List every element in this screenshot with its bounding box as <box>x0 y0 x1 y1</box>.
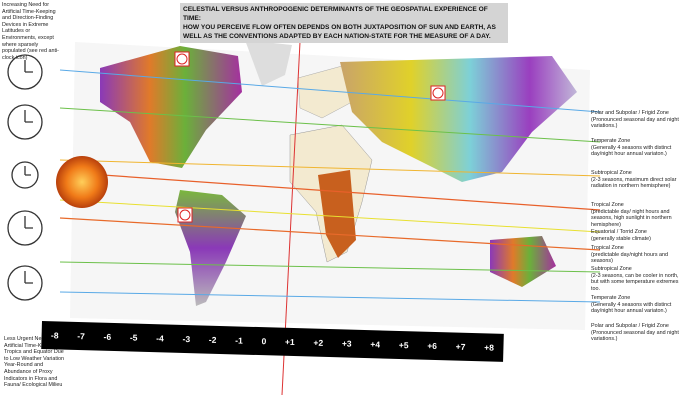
title-line: CELESTIAL VERSUS ANTHROPOGENIC DETERMINA… <box>183 6 488 22</box>
zone-label: Equatorial / Torrid Zone (generally stabl… <box>591 229 683 242</box>
time-zone-label: +5 <box>398 339 409 351</box>
zone-label: Tropical Zone (predictable day/night hour… <box>591 245 683 265</box>
zone-line <box>59 217 601 251</box>
title-line: HOW YOU PERCEIVE FLOW OFTEN DEPENDS ON B… <box>183 24 496 31</box>
zone-description: (2-3 seasons, can be cooler in north, bu… <box>591 272 679 292</box>
zone-description: (predictable day/ night hours and season… <box>591 208 672 228</box>
zone-name: Tropical Zone <box>591 202 624 208</box>
time-zone-label: -7 <box>77 330 85 342</box>
asia <box>340 56 577 182</box>
top-note: Increasing Need for Artificial Time-Keep… <box>2 2 59 61</box>
zone-line <box>59 199 601 233</box>
zone-description: (Pronounced seasonal day and night varia… <box>591 329 679 343</box>
time-zone-label: +7 <box>455 341 466 352</box>
time-zone-label: -6 <box>103 331 112 342</box>
zone-label: Polar and Subpolar / Frigid Zone (Pronoun… <box>591 323 683 343</box>
south-america <box>175 190 246 306</box>
time-zone-label: +6 <box>427 340 438 352</box>
zone-name: Subtropical Zone <box>591 266 632 272</box>
zone-line <box>59 291 601 303</box>
title: CELESTIAL VERSUS ANTHROPOGENIC DETERMINA… <box>180 3 508 43</box>
time-zone-label: +1 <box>284 336 295 348</box>
zone-label: Temperate Zone (Generally 4 seasons with … <box>591 295 683 315</box>
zone-name: Temperate Zone <box>591 138 631 144</box>
zone-description: (Generally 4 seasons with distinct day/n… <box>591 301 672 315</box>
zone-label: Polar and Subpolar / Frigid Zone (Pronoun… <box>591 110 683 130</box>
zone-name: Equatorial / Torrid Zone <box>591 229 647 235</box>
time-zone-label: +8 <box>484 342 495 353</box>
time-zone-label: -2 <box>208 334 217 345</box>
zone-label: Subtropical Zone (2-3 seasons, maximum di… <box>591 170 683 190</box>
zone-line <box>59 69 601 113</box>
zone-name: Polar and Subpolar / Frigid Zone <box>591 323 669 329</box>
zone-name: Tropical Zone <box>591 245 624 251</box>
zone-label: Subtropical Zone (2-3 seasons, can be coo… <box>591 266 683 292</box>
time-zone-label: -1 <box>235 335 243 346</box>
title-line: WELL AS THE CONVENTIONS ADAPTED BY EACH … <box>183 33 491 40</box>
europe <box>297 65 353 119</box>
zone-label: Temperate Zone (Generally 4 seasons with … <box>591 138 683 158</box>
zone-description: (Pronounced seasonal day and night varia… <box>591 116 679 130</box>
zone-name: Polar and Subpolar / Frigid Zone <box>591 110 669 116</box>
zone-name: Subtropical Zone <box>591 170 632 176</box>
zone-description: (generally stable climate) <box>591 235 651 242</box>
time-zone-label: +2 <box>313 337 324 348</box>
time-zone-label: -4 <box>156 333 164 344</box>
greenland <box>245 40 292 86</box>
north-america <box>100 46 242 168</box>
zone-name: Temperate Zone <box>591 295 631 301</box>
zone-description: (2-3 seasons, maximum direct solar radia… <box>591 176 677 190</box>
zone-line <box>59 171 601 211</box>
zone-line <box>59 159 601 177</box>
zone-label: Tropical Zone (predictable day/ night hou… <box>591 202 683 228</box>
australia <box>490 236 556 287</box>
time-zone-label: -8 <box>50 330 59 341</box>
zone-line <box>59 107 601 143</box>
anti-clock-icons <box>174 51 446 223</box>
clocks <box>7 54 43 301</box>
time-zone-label: 0 <box>261 336 267 347</box>
sun <box>56 156 108 208</box>
time-zone-label: -5 <box>129 332 138 343</box>
time-zone-label: +3 <box>341 338 352 349</box>
zone-description: (predictable day/night hours and seasons… <box>591 251 669 265</box>
time-zone-label: -3 <box>182 333 191 345</box>
time-zone-label: +4 <box>370 339 381 350</box>
zone-description: (Generally 4 seasons with distinct day/n… <box>591 144 672 158</box>
zone-line <box>59 261 601 273</box>
bottom-note: Less Urgent Need for Artificial Time-Kee… <box>4 336 65 389</box>
